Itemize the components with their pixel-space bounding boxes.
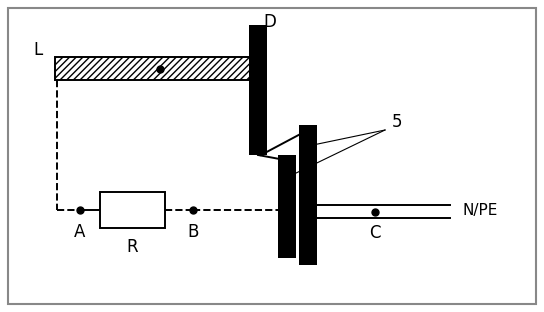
Bar: [278, 155, 296, 258]
Text: N/PE: N/PE: [462, 203, 497, 218]
Text: B: B: [187, 223, 199, 241]
Text: 5: 5: [392, 113, 402, 131]
Bar: [55, 57, 255, 80]
Text: D: D: [263, 13, 276, 31]
Bar: [249, 25, 267, 155]
Text: C: C: [369, 224, 381, 242]
Bar: [100, 192, 165, 228]
Bar: [299, 125, 317, 265]
Text: R: R: [126, 238, 138, 256]
Text: L: L: [33, 41, 42, 59]
Text: A: A: [75, 223, 86, 241]
